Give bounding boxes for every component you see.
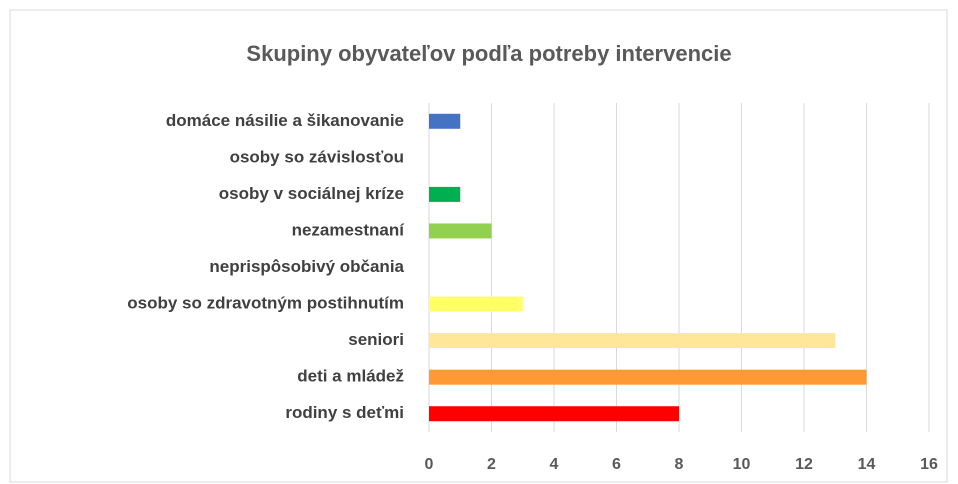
y-tick-label: nezamestnaní — [292, 220, 406, 239]
x-tick-label: 16 — [920, 456, 938, 473]
bar — [429, 406, 679, 422]
y-tick-label: osoby v sociálnej kríze — [219, 184, 404, 203]
chart-frame — [9, 9, 948, 483]
y-tick-label: deti a mládež — [297, 367, 404, 386]
y-tick-label: neprispôsobivý občania — [209, 257, 404, 276]
x-tick-label: 6 — [612, 456, 621, 473]
bar — [429, 296, 523, 312]
bar — [429, 333, 836, 349]
bar — [429, 186, 461, 202]
x-tick-label: 12 — [795, 456, 813, 473]
y-tick-label: seniori — [348, 330, 404, 349]
y-tick-label: rodiny s deťmi — [285, 403, 404, 422]
bar — [429, 113, 461, 129]
x-tick-label: 0 — [425, 456, 434, 473]
x-tick-label: 8 — [675, 456, 684, 473]
bar — [429, 369, 867, 385]
y-tick-label: osoby so zdravotným postihnutím — [127, 294, 404, 313]
bar — [429, 223, 492, 239]
x-tick-label: 4 — [550, 456, 559, 473]
y-tick-label: domáce násilie a šikanovanie — [166, 111, 404, 130]
x-tick-label: 2 — [487, 456, 496, 473]
x-tick-label: 14 — [858, 456, 876, 473]
chart-title: Skupiny obyvateľov podľa potreby interve… — [246, 41, 731, 66]
x-tick-label: 10 — [733, 456, 751, 473]
y-tick-label: osoby so závislosťou — [230, 147, 404, 166]
